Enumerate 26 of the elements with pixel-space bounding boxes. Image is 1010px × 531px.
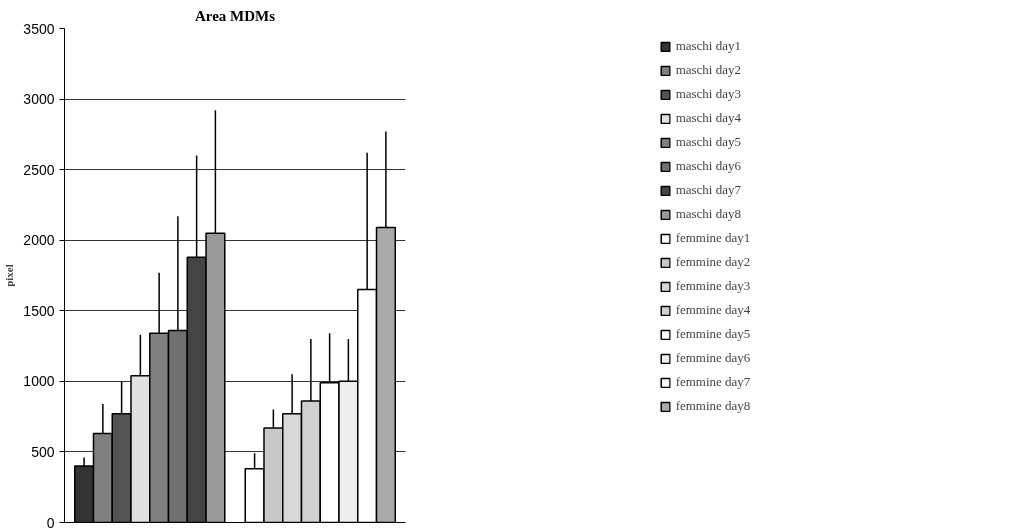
- legend-label: femmine day4: [675, 302, 751, 318]
- y-tick-label: 500: [31, 443, 55, 460]
- legend-label: femmine day1: [675, 230, 751, 246]
- y-tick-label: 3500: [23, 20, 55, 37]
- legend-label: maschi day4: [675, 110, 741, 126]
- legend-label: femmine day7: [675, 374, 751, 390]
- legend-label: femmine day2: [675, 254, 751, 270]
- legend-label: maschi day7: [675, 182, 741, 198]
- legend-label: maschi day1: [675, 38, 741, 54]
- legend-label: femmine day3: [675, 278, 751, 294]
- legend-label: femmine day5: [675, 326, 751, 342]
- chart-title: Area MDMs: [194, 7, 276, 24]
- y-tick-label: 0: [46, 514, 55, 531]
- legend-label: maschi day3: [675, 86, 741, 102]
- legend-label: maschi day2: [675, 62, 741, 78]
- y-tick-label: 3000: [23, 91, 55, 108]
- legend-label: maschi day8: [675, 206, 741, 222]
- y-tick-label: 1500: [23, 302, 55, 319]
- legend-label: femmine day8: [675, 398, 751, 414]
- y-tick-label: 1000: [23, 373, 55, 390]
- legend-label: maschi day6: [675, 158, 741, 174]
- legend-label: femmine day6: [675, 350, 751, 366]
- legend-label: maschi day5: [675, 134, 741, 150]
- y-axis-title: pixel: [3, 264, 16, 287]
- y-tick-label: 2000: [23, 232, 55, 249]
- y-tick-label: 2500: [23, 161, 55, 178]
